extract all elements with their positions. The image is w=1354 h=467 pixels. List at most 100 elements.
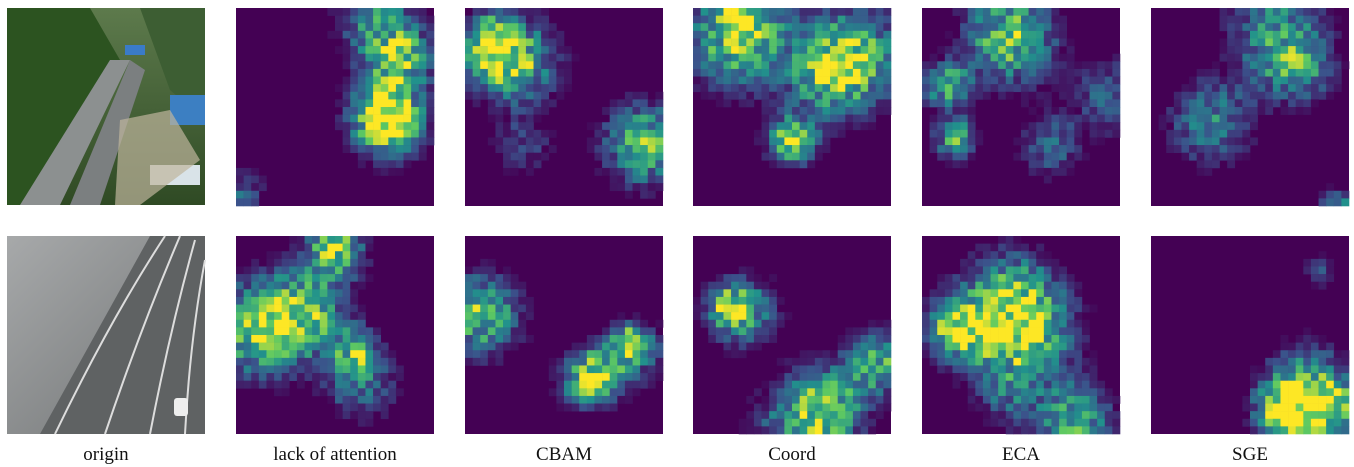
heatmap-cell [655,358,663,366]
heatmap-cell [853,16,861,24]
heatmap-cell [784,381,792,389]
heatmap-cell [777,381,785,389]
heatmap-cell [731,54,739,62]
heatmap-cell [952,350,960,358]
heatmap-cell [625,160,633,168]
heatmap-cell [1074,84,1082,92]
heatmap-cell [746,411,754,419]
heatmap-cell [784,8,792,16]
heatmap-cell [800,38,808,46]
heatmap-cell [549,69,557,77]
heatmap-cell [1204,115,1212,123]
heatmap-cell [1242,122,1250,130]
heatmap-cell [983,266,991,274]
heatmap-cell [381,343,389,351]
heatmap-cell [350,130,358,138]
heatmap-cell [373,153,381,161]
heatmap-cell [922,92,930,100]
heatmap-cell [1288,54,1296,62]
heatmap-cell [1303,350,1311,358]
heatmap-cell [602,365,610,373]
heatmap-cell [746,335,754,343]
heatmap-cell [541,84,549,92]
heatmap-cell [327,350,335,358]
heatmap-cell [830,38,838,46]
heatmap-cell [312,365,320,373]
heatmap-cell [305,365,313,373]
heatmap-cell [777,358,785,366]
heatmap-cell [1319,191,1327,199]
heatmap-cell [784,137,792,145]
heatmap-cell [251,176,259,184]
heatmap [236,236,434,434]
heatmap-cell [1036,335,1044,343]
heatmap-cell [998,297,1006,305]
heatmap-cell [975,289,983,297]
heatmap-cell [503,282,511,290]
heatmap-cell [922,320,930,328]
heatmap-cell [693,54,701,62]
heatmap-cell [777,54,785,62]
heatmap-cell [1090,404,1098,412]
heatmap-cell [503,320,511,328]
heatmap-cell [883,92,891,100]
heatmap-cell [838,419,846,427]
heatmap-cell [1319,259,1327,267]
heatmap-cell [396,153,404,161]
heatmap-cell [640,373,648,381]
heatmap-cell [274,289,282,297]
heatmap-cell [716,23,724,31]
heatmap-cell [1204,69,1212,77]
heatmap-cell [373,69,381,77]
heatmap-cell [800,46,808,54]
heatmap-cell [952,274,960,282]
heatmap-cell [876,46,884,54]
heatmap-cell [1074,396,1082,404]
heatmap-cell [960,160,968,168]
heatmap-cell [968,153,976,161]
heatmap-cell [968,31,976,39]
heatmap-cell [373,365,381,373]
heatmap-cell [853,404,861,412]
heatmap-cell [1311,343,1319,351]
heatmap-cell [480,312,488,320]
heatmap-cell [1067,396,1075,404]
heatmap-cell [716,92,724,100]
heatmap-cell [327,343,335,351]
heatmap-cell [807,404,815,412]
heatmap-cell [1074,350,1082,358]
heatmap-cell [526,77,534,85]
heatmap-cell [556,92,564,100]
origin-image-top [7,8,205,205]
heatmap-cell [1258,107,1266,115]
heatmap-cell [602,327,610,335]
heatmap-cell [1090,107,1098,115]
heatmap-cell [815,61,823,69]
heatmap-cell [640,358,648,366]
heatmap-cell [503,266,511,274]
heatmap-cell [1013,297,1021,305]
heatmap-cell [473,274,481,282]
heatmap-cell [465,266,473,274]
heatmap-cell [701,77,709,85]
heatmap-cell [320,388,328,396]
heatmap-cell [876,31,884,39]
heatmap-cell [746,419,754,427]
heatmap-cell [1082,115,1090,123]
heatmap-cell [1013,388,1021,396]
heatmap-cell [297,365,305,373]
heatmap-cell [358,77,366,85]
heatmap-cell [1021,343,1029,351]
heatmap-cell [1326,274,1334,282]
heatmap-cell [1235,130,1243,138]
heatmap-cell [503,23,511,31]
heatmap-cell [1074,115,1082,123]
heatmap-cell [549,38,557,46]
heatmap-cell [1105,84,1113,92]
heatmap-cell [853,388,861,396]
heatmap-cell [1021,327,1029,335]
heatmap-cell [762,115,770,123]
heatmap-cell [335,46,343,54]
heatmap-cell [625,335,633,343]
heatmap-cell [511,274,519,282]
